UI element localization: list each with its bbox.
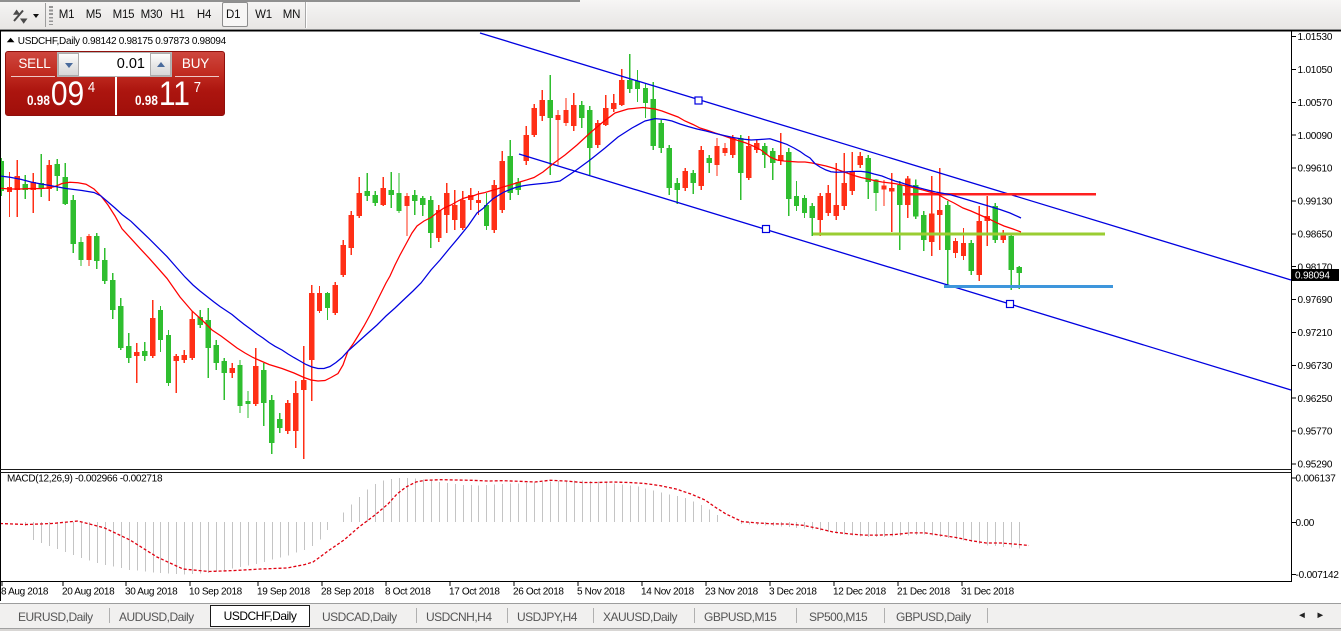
svg-text:1.01050: 1.01050 <box>1298 65 1333 76</box>
svg-text:-0.007142: -0.007142 <box>1296 570 1340 581</box>
svg-text:28 Sep 2018: 28 Sep 2018 <box>321 587 375 598</box>
svg-text:10 Sep 2018: 10 Sep 2018 <box>189 587 243 598</box>
svg-text:1.00090: 1.00090 <box>1298 131 1333 142</box>
svg-text:0.95290: 0.95290 <box>1298 460 1333 471</box>
svg-text:0.95770: 0.95770 <box>1298 427 1333 438</box>
svg-text:12 Dec 2018: 12 Dec 2018 <box>833 587 887 598</box>
svg-text:0.97690: 0.97690 <box>1298 295 1333 306</box>
svg-text:0.99130: 0.99130 <box>1298 197 1333 208</box>
svg-text:0.00: 0.00 <box>1296 518 1315 529</box>
svg-text:USDCHF,Daily 0.98142 0.98175: USDCHF,Daily 0.98142 0.98175 0.97873 0.9… <box>18 36 227 47</box>
svg-text:23 Nov 2018: 23 Nov 2018 <box>705 587 759 598</box>
svg-text:20 Aug 2018: 20 Aug 2018 <box>62 587 115 598</box>
svg-text:0.97210: 0.97210 <box>1298 328 1333 339</box>
svg-text:8 Oct 2018: 8 Oct 2018 <box>385 587 431 598</box>
svg-text:5 Nov 2018: 5 Nov 2018 <box>577 587 625 598</box>
svg-text:0.96730: 0.96730 <box>1298 361 1333 372</box>
svg-text:14 Nov 2018: 14 Nov 2018 <box>641 587 695 598</box>
svg-text:17 Oct 2018: 17 Oct 2018 <box>449 587 500 598</box>
svg-text:1.00570: 1.00570 <box>1298 98 1333 109</box>
svg-text:0.98094: 0.98094 <box>1295 271 1330 282</box>
svg-text:0.99610: 0.99610 <box>1298 164 1333 175</box>
svg-text:3 Dec 2018: 3 Dec 2018 <box>769 587 817 598</box>
svg-text:31 Dec 2018: 31 Dec 2018 <box>961 587 1015 598</box>
svg-text:MACD(12,26,9) -0.002966 -0.002: MACD(12,26,9) -0.002966 -0.002718 <box>7 474 163 485</box>
svg-text:1.01530: 1.01530 <box>1298 32 1333 43</box>
svg-text:0.96250: 0.96250 <box>1298 394 1333 405</box>
svg-text:0.98650: 0.98650 <box>1298 229 1333 240</box>
svg-text:19 Sep 2018: 19 Sep 2018 <box>257 587 311 598</box>
svg-text:21 Dec 2018: 21 Dec 2018 <box>897 587 951 598</box>
svg-text:0.006137: 0.006137 <box>1296 474 1337 485</box>
svg-text:8 Aug 2018: 8 Aug 2018 <box>1 587 49 598</box>
svg-text:30 Aug 2018: 30 Aug 2018 <box>125 587 178 598</box>
svg-text:0.98170: 0.98170 <box>1298 262 1333 273</box>
svg-text:26 Oct 2018: 26 Oct 2018 <box>513 587 564 598</box>
